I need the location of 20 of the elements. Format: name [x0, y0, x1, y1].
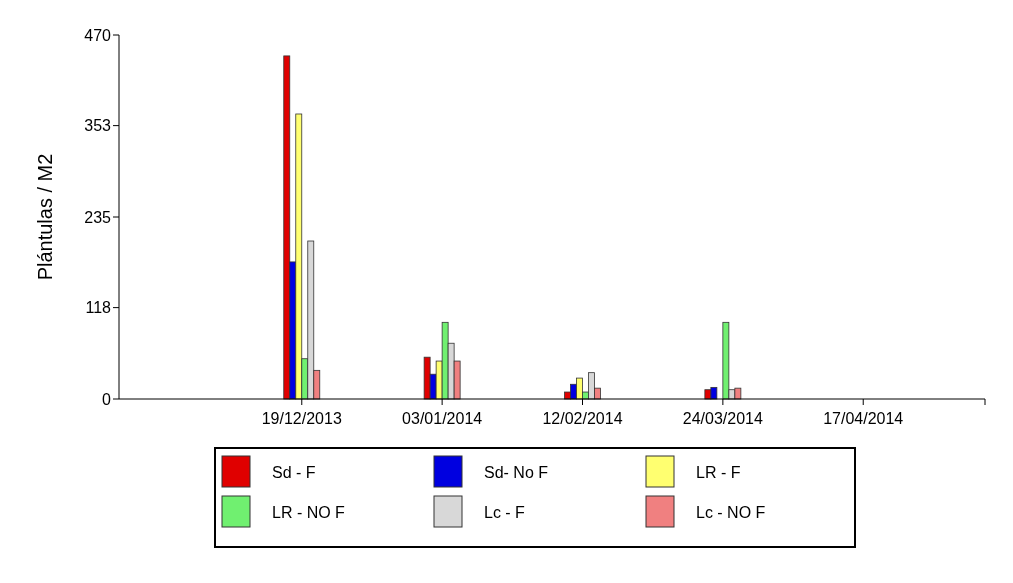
- x-tick-label: 12/02/2014: [542, 410, 623, 427]
- y-tick-label: 353: [84, 117, 112, 135]
- bar: [423, 356, 431, 400]
- y-axis-title: Plántulas / M2: [34, 153, 56, 281]
- x-tick-label: 17/04/2014: [823, 410, 904, 427]
- x-tick-label: 19/12/2013: [261, 410, 342, 427]
- y-tick-label: 470: [84, 26, 112, 44]
- x-tick-label: 03/01/2014: [402, 410, 483, 427]
- bar: [722, 321, 730, 400]
- legend-label: Sd- No F: [484, 463, 549, 481]
- x-tick-label: 24/03/2014: [682, 410, 764, 427]
- legend-label: Lc - NO F: [696, 503, 766, 521]
- legend-label: Sd - F: [272, 463, 316, 481]
- bar: [283, 55, 291, 400]
- y-tick-label: 235: [84, 208, 112, 226]
- legend-label: Lc - F: [484, 503, 526, 521]
- legend-label: LR - F: [696, 463, 741, 481]
- legend-label: LR - NO F: [272, 503, 346, 521]
- y-tick-label: 0: [102, 390, 112, 408]
- y-tick-label: 118: [85, 299, 112, 317]
